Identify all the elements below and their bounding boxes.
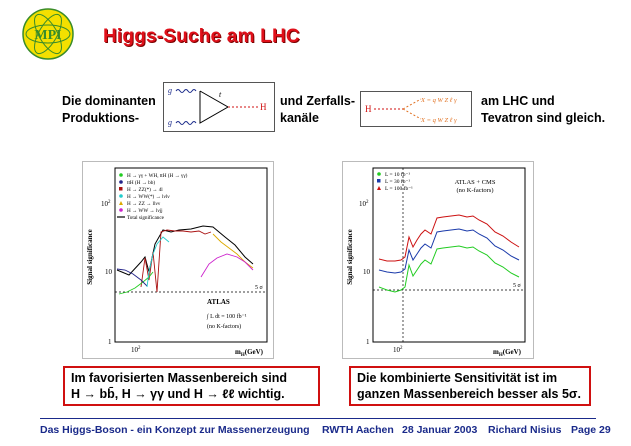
intro-middle: und Zerfalls- kanäle bbox=[280, 93, 355, 127]
plot-left-legend: H → γγ + WH, ttH (H → γγ) ttH (H → bb) H… bbox=[117, 172, 188, 221]
note-right: Die kombinierte Sensitivität ist im ganz… bbox=[349, 366, 591, 406]
svg-text:L = 30 fb⁻¹: L = 30 fb⁻¹ bbox=[385, 178, 410, 185]
production-feynman-diagram: g g t H bbox=[163, 82, 275, 132]
footer-rule bbox=[40, 418, 596, 419]
curve-ww-lvlv bbox=[146, 236, 170, 288]
curve-zz-llvv bbox=[212, 233, 254, 269]
decay-lower-line bbox=[402, 108, 422, 120]
decay-upper-label: X = q W Z ℓ γ bbox=[420, 97, 457, 104]
curve-ww-lvjj bbox=[200, 253, 254, 278]
top-quark-label: t bbox=[219, 90, 222, 99]
svg-text:L = 100 fb⁻¹: L = 100 fb⁻¹ bbox=[385, 185, 413, 192]
logo-text: MPI bbox=[34, 28, 61, 43]
footer-author: Richard Nisius bbox=[488, 424, 562, 436]
intro-left-line2: Produktions- bbox=[62, 111, 140, 125]
footer-date: 28 Januar 2003 bbox=[402, 424, 478, 436]
svg-text:ttH (H → bb): ttH (H → bb) bbox=[127, 179, 155, 186]
decay-feynman-diagram: H X = q W Z ℓ γ X = q W Z ℓ γ bbox=[360, 91, 472, 127]
plot-left-lumi: ∫ L dt = 100 fb⁻¹ bbox=[206, 313, 247, 320]
plot-right-title-line1: ATLAS + CMS bbox=[455, 179, 496, 186]
plot-right-ylabel: Signal significance bbox=[346, 229, 354, 284]
five-sigma-label-right: 5 σ bbox=[513, 283, 522, 289]
plot-left-ytick-1: 1 bbox=[108, 338, 112, 346]
svg-text:H → γγ + WH, ttH (H → γγ): H → γγ + WH, ttH (H → γγ) bbox=[127, 172, 188, 179]
note-left-line1: Im favorisierten Massenbereich sind bbox=[71, 371, 288, 385]
plot-left-xtick: 102 bbox=[131, 346, 141, 354]
plot-right-xtick: 102 bbox=[393, 346, 403, 354]
plot-right-title-line2: (no K-factors) bbox=[457, 187, 494, 194]
plot-left-ylabel: Signal significance bbox=[86, 229, 94, 284]
plot-right-ytick-100: 102 bbox=[359, 200, 369, 208]
plot-left-ytick-100: 102 bbox=[101, 200, 111, 208]
gluon-bottom-label: g bbox=[168, 118, 172, 127]
note-left: Im favorisierten Massenbereich sind H → … bbox=[63, 366, 320, 406]
plot-right: Signal significance 102 10 1 102 mH(GeV)… bbox=[342, 161, 534, 359]
intro-left-line1: Die dominanten bbox=[62, 94, 156, 108]
plot-left-atlas: ATLAS bbox=[207, 298, 230, 306]
plot-left-xlabel: mH(GeV) bbox=[235, 348, 264, 358]
curve-tth-bb bbox=[116, 268, 148, 287]
plot-right-ytick-10: 10 bbox=[363, 268, 371, 276]
gluon-top-label: g bbox=[168, 86, 172, 95]
decay-lower-label: X = q W Z ℓ γ bbox=[420, 117, 457, 124]
curve-gamma-gamma bbox=[118, 271, 154, 295]
footer-talk-title: Das Higgs-Boson - ein Konzept zur Massen… bbox=[40, 424, 310, 436]
note-right-line2: ganzen Massenbereich besser als 5σ. bbox=[357, 387, 581, 401]
higgs-label-production: H bbox=[260, 102, 267, 112]
note-left-line2: H → bb̄, H → γγ und H → ℓℓ wichtig. bbox=[71, 387, 285, 401]
svg-text:Total significance: Total significance bbox=[127, 214, 165, 221]
intro-middle-line2: kanäle bbox=[280, 111, 319, 125]
footer-page: Page 29 bbox=[571, 424, 611, 436]
mpi-logo: MPI bbox=[22, 8, 74, 60]
svg-text:L = 10 fb⁻¹: L = 10 fb⁻¹ bbox=[385, 171, 410, 178]
gluon-top-line bbox=[175, 89, 197, 93]
note-right-line1: Die kombinierte Sensitivität ist im bbox=[357, 371, 558, 385]
svg-text:H → ZZ(*) → 4l: H → ZZ(*) → 4l bbox=[127, 186, 163, 193]
plot-left-kfactors: (no K-factors) bbox=[207, 323, 241, 330]
plot-right-xlabel: mH(GeV) bbox=[493, 348, 522, 358]
plot-left: Signal significance 102 10 1 102 mH(GeV)… bbox=[82, 161, 274, 359]
intro-right-line2: Tevatron sind gleich. bbox=[481, 111, 606, 125]
svg-text:H → ZZ → llνν: H → ZZ → llνν bbox=[127, 201, 161, 207]
footer-institute: RWTH Aachen bbox=[322, 424, 394, 436]
five-sigma-label-left: 5 σ bbox=[255, 285, 264, 291]
intro-left: Die dominanten Produktions- bbox=[62, 93, 156, 127]
svg-text:H → WW(*) → lνlν: H → WW(*) → lνlν bbox=[127, 193, 170, 200]
top-loop-triangle bbox=[199, 90, 230, 124]
intro-middle-line1: und Zerfalls- bbox=[280, 94, 356, 108]
decay-upper-line bbox=[402, 98, 422, 110]
curve-lumi-100 bbox=[378, 214, 520, 262]
svg-text:H → WW → lνjj: H → WW → lνjj bbox=[127, 208, 163, 214]
curve-lumi-30 bbox=[378, 228, 520, 274]
plot-left-frame bbox=[114, 167, 268, 343]
gluon-bottom-line bbox=[175, 121, 197, 125]
intro-right-line1: am LHC und bbox=[481, 94, 555, 108]
curve-lumi-10 bbox=[378, 245, 520, 293]
curve-zz-4l bbox=[140, 229, 212, 293]
plot-left-ytick-10: 10 bbox=[105, 268, 113, 276]
higgs-label-decay: H bbox=[365, 104, 372, 114]
intro-right: am LHC und Tevatron sind gleich. bbox=[481, 93, 605, 127]
plot-right-ytick-1: 1 bbox=[366, 338, 370, 346]
plot-right-legend: L = 10 fb⁻¹ L = 30 fb⁻¹ L = 100 fb⁻¹ bbox=[377, 171, 413, 192]
page-title: Higgs-Suche am LHC bbox=[103, 26, 300, 47]
plot-right-frame bbox=[372, 167, 526, 343]
